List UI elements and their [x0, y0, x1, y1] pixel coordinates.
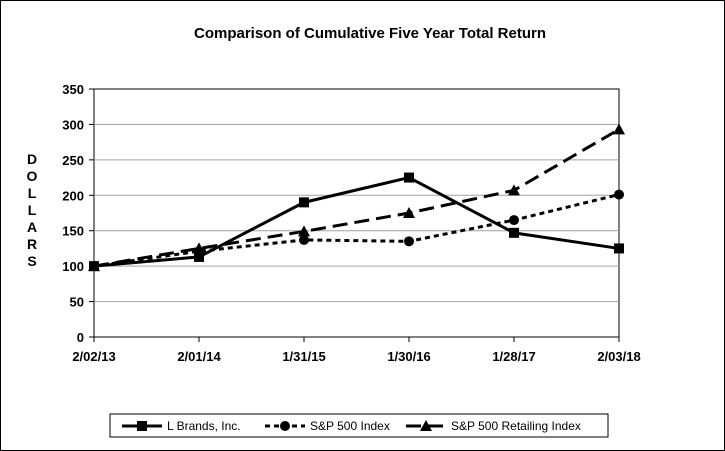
- y-axis-label-letter: L: [28, 202, 37, 218]
- legend-box: [109, 413, 609, 438]
- x-tick-label: 1/31/15: [282, 349, 325, 364]
- x-tick-label: 2/02/13: [72, 349, 115, 364]
- series-0-point: [404, 172, 414, 183]
- y-axis-label-letter: O: [27, 168, 38, 184]
- y-axis-label-letter: D: [27, 151, 37, 167]
- chart-title: Comparison of Cumulative Five Year Total…: [194, 25, 546, 42]
- legend-label-2: S&P 500 Retailing Index: [451, 419, 581, 433]
- y-tick-label: 200: [62, 188, 84, 203]
- y-tick-label: 250: [62, 153, 84, 168]
- series-1-point: [509, 215, 519, 226]
- y-tick-label: 100: [62, 259, 84, 274]
- y-axis-ticks: 0 50 100 150 200 250 300 350: [62, 82, 94, 345]
- series-1-point: [299, 234, 309, 245]
- series-2-point: [193, 242, 205, 254]
- series-0-point: [194, 251, 204, 262]
- y-axis-label-letter: L: [28, 185, 37, 201]
- series-2-point: [403, 207, 415, 218]
- x-tick-label: 2/03/18: [597, 349, 640, 364]
- series-line-1: [93, 193, 620, 268]
- legend-marker-1: [280, 421, 290, 431]
- y-tick-label: 0: [77, 330, 84, 345]
- series-2-point: [613, 123, 625, 135]
- y-axis-label-letter: A: [27, 219, 37, 235]
- legend-marker-2: [420, 420, 432, 431]
- series-2-point: [298, 225, 310, 237]
- series-line-2: [93, 128, 620, 268]
- plot-area: [93, 88, 620, 338]
- y-tick-label: 350: [62, 82, 84, 97]
- series-group: [88, 123, 625, 272]
- legend-label-0: L Brands, Inc.: [167, 419, 241, 433]
- series-0-point: [509, 227, 519, 238]
- series-0-point: [614, 243, 624, 254]
- x-tick-label: 1/28/17: [492, 349, 535, 364]
- x-tick-label: 2/01/14: [177, 349, 221, 364]
- series-0-point: [299, 197, 309, 208]
- gridlines: [94, 123, 619, 303]
- y-axis-label-letter: S: [27, 253, 36, 269]
- y-tick-label: 150: [62, 224, 84, 239]
- legend-label-1: S&P 500 Index: [310, 419, 390, 433]
- y-tick-label: 50: [70, 295, 84, 310]
- series-2-point: [508, 184, 520, 196]
- y-axis-label-letter: R: [27, 236, 37, 252]
- series-line-0: [93, 176, 620, 268]
- x-tick-label: 1/30/16: [387, 349, 430, 364]
- x-axis-ticks: 2/02/13 2/01/14 1/31/15 1/30/16 1/28/17 2/03/…: [72, 337, 641, 364]
- legend-marker-0: [137, 421, 147, 431]
- series-1-point: [614, 189, 624, 200]
- legend: L Brands, Inc. S&P 500 Index S&P 500 Retai…: [122, 419, 581, 433]
- series-1-point: [404, 236, 414, 247]
- series-2-point: [88, 260, 100, 272]
- y-tick-label: 300: [62, 117, 84, 132]
